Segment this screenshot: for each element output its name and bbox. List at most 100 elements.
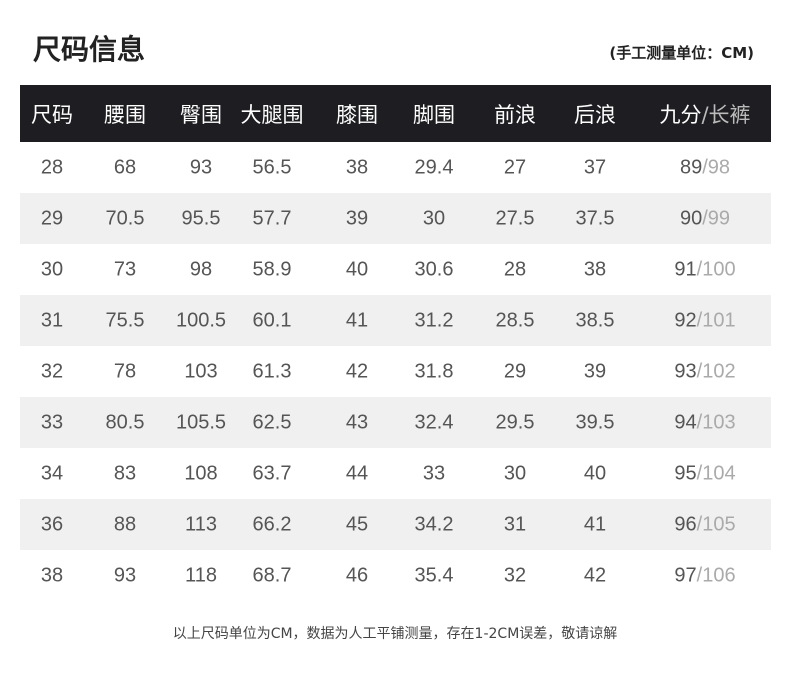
header-part: 九分: [659, 102, 702, 127]
header-part: 长裤: [708, 102, 751, 127]
table-cell: 93: [113, 564, 137, 586]
table-cell: 42: [583, 564, 607, 586]
table-cell: 29: [503, 360, 527, 382]
table-cell: 31: [503, 513, 527, 535]
table-cell: 34.2: [414, 513, 454, 535]
table-cell: 95/104: [674, 462, 735, 485]
table-cell: 90/99: [680, 207, 730, 230]
table-cell: 33: [422, 462, 446, 484]
table-cell: 40: [583, 462, 607, 484]
table-cell: 80.5: [105, 411, 145, 433]
full-length: 105: [702, 513, 736, 535]
table-cell: 31.8: [414, 360, 454, 382]
column-header: 前浪: [494, 102, 536, 127]
column-header: 大腿围: [240, 102, 304, 127]
column-header: 腰围: [104, 102, 146, 127]
full-length: 104: [702, 462, 736, 484]
table-cell: 96/105: [674, 513, 735, 536]
table-cell: 70.5: [105, 207, 145, 229]
table-cell: 89/98: [680, 156, 730, 179]
table-row: 30 73 98 58.9 40 30.6 28 38 91/100: [20, 244, 771, 295]
table-cell: 27: [503, 156, 527, 178]
table-cell: 41: [345, 309, 369, 331]
table-cell: 105.5: [175, 411, 227, 433]
table-row: 38 93 118 68.7 46 35.4 32 42 97/106: [20, 550, 771, 601]
table-cell: 88: [113, 513, 137, 535]
table-cell: 28: [503, 258, 527, 280]
full-length: 102: [702, 360, 736, 382]
separator: /: [702, 207, 708, 229]
table-cell: 97/106: [674, 564, 735, 587]
table-row: 29 70.5 95.5 57.7 39 30 27.5 37.5 90/99: [20, 193, 771, 244]
column-header: 尺码: [31, 102, 73, 127]
table-cell: 73: [113, 258, 137, 280]
table-cell: 31: [40, 309, 64, 331]
table-cell: 83: [113, 462, 137, 484]
full-length: 101: [702, 309, 736, 331]
column-header: 脚围: [413, 102, 455, 127]
cropped-length: 94: [674, 411, 697, 433]
table-row: 36 88 113 66.2 45 34.2 31 41 96/105: [20, 499, 771, 550]
cropped-length: 96: [674, 513, 697, 535]
table-cell: 37: [583, 156, 607, 178]
table-cell: 28: [40, 156, 64, 178]
table-cell: 93: [189, 156, 213, 178]
full-length: 99: [707, 207, 731, 229]
table-cell: 31.2: [414, 309, 454, 331]
unit-note: (手工测量单位：CM): [609, 44, 754, 62]
table-cell: 29.4: [414, 156, 454, 178]
full-length: 98: [707, 156, 731, 178]
table-cell: 66.2: [252, 513, 292, 535]
column-header: 九分/长裤: [659, 99, 750, 129]
table-cell: 103: [184, 360, 218, 382]
table-cell: 98: [189, 258, 213, 280]
table-cell: 32: [503, 564, 527, 586]
table-cell: 75.5: [105, 309, 145, 331]
table-cell: 92/101: [674, 309, 735, 332]
table-cell: 61.3: [252, 360, 292, 382]
table-cell: 30: [422, 207, 446, 229]
table-cell: 94/103: [674, 411, 735, 434]
table-row: 28 68 93 56.5 38 29.4 27 37 89/98: [20, 142, 771, 193]
table-row: 33 80.5 105.5 62.5 43 32.4 29.5 39.5 94/103: [20, 397, 771, 448]
cropped-length: 90: [679, 207, 703, 229]
table-cell: 46: [345, 564, 369, 586]
footer-note: 以上尺码单位为CM，数据为人工平铺测量，存在1-2CM误差，敬请谅解: [172, 626, 618, 642]
table-cell: 95.5: [181, 207, 221, 229]
cropped-length: 95: [674, 462, 697, 484]
table-row: 32 78 103 61.3 42 31.8 29 39 93/102: [20, 346, 771, 397]
table-cell: 63.7: [252, 462, 292, 484]
table-cell: 38: [345, 156, 369, 178]
table-cell: 56.5: [252, 156, 292, 178]
separator: /: [696, 411, 703, 433]
table-cell: 37.5: [575, 207, 615, 229]
full-length: 106: [702, 564, 736, 586]
full-length: 100: [702, 258, 736, 280]
table-cell: 118: [185, 564, 217, 586]
table-cell: 93/102: [674, 360, 735, 383]
separator: /: [696, 564, 703, 586]
table-cell: 30: [503, 462, 527, 484]
cropped-length: 92: [674, 309, 697, 331]
full-length: 103: [702, 411, 736, 433]
cropped-length: 93: [674, 360, 697, 382]
column-header: 臀围: [180, 102, 222, 127]
separator: /: [696, 513, 703, 535]
table-cell: 29: [40, 207, 64, 229]
table-cell: 38.5: [575, 309, 615, 331]
table-cell: 39: [345, 207, 369, 229]
table-cell: 32: [40, 360, 64, 382]
table-cell: 41: [583, 513, 607, 535]
table-cell: 68.7: [252, 564, 292, 586]
table-cell: 33: [40, 411, 64, 433]
table-cell: 42: [345, 360, 369, 382]
separator: /: [696, 258, 703, 280]
table-row: 31 75.5 100.5 60.1 41 31.2 28.5 38.5 92/101: [20, 295, 771, 346]
table-cell: 36: [40, 513, 64, 535]
cropped-length: 97: [674, 564, 697, 586]
table-cell: 43: [345, 411, 369, 433]
separator: /: [696, 309, 703, 331]
header-separator: /: [701, 102, 709, 127]
table-cell: 35.4: [414, 564, 454, 586]
table-cell: 34: [40, 462, 64, 484]
